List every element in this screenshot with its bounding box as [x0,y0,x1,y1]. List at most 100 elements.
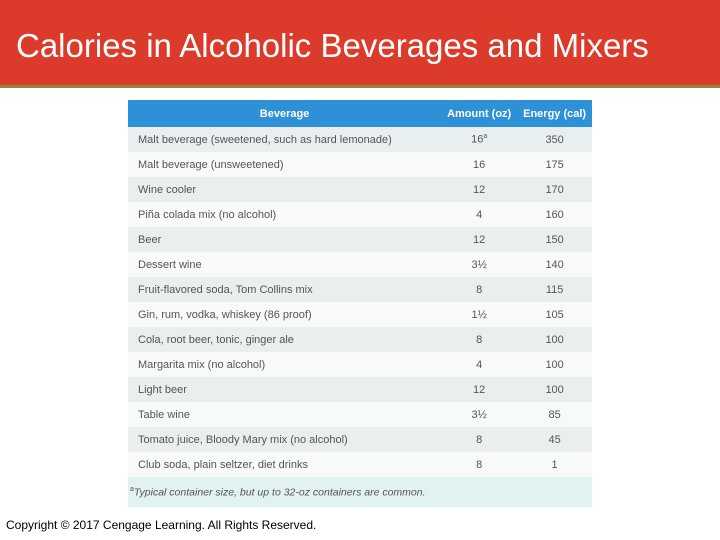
table-row: Tomato juice, Bloody Mary mix (no alcoho… [128,427,592,452]
table-row: Gin, rum, vodka, whiskey (86 proof) 1½ 105 [128,302,592,327]
cell-text: 115 [545,283,564,296]
cell-text: 8 [476,458,483,471]
cell-text: 12 [473,233,486,246]
cell-number: 4 [441,352,518,377]
cell-text: Light beer [138,383,187,396]
footnote-marker: a [130,485,134,493]
cell-text: Tomato juice, Bloody Mary mix (no alcoho… [138,433,348,446]
table-row: Cola, root beer, tonic, ginger ale 8 100 [128,327,592,352]
cell-text: Fruit-flavored soda, Tom Collins mix [138,283,313,296]
cell-number: 16 [441,152,518,177]
footnote: aTypical container size, but up to 32-oz… [128,477,592,507]
cell-text: 1½ [471,308,487,321]
cell-beverage: Malt beverage (unsweetened) [128,152,442,177]
cell-text: Margarita mix (no alcohol) [138,358,266,371]
cell-text: 4 [476,208,483,221]
slide-title: Calories in Alcoholic Beverages and Mixe… [16,27,649,64]
cell-number: 3½ [441,402,518,427]
cell-text: 100 [545,358,564,371]
cell-number: 1½ [441,302,518,327]
cell-number: 160 [517,202,592,227]
cell-beverage: Beer [128,227,442,252]
cell-beverage: Club soda, plain seltzer, diet drinks [128,452,442,477]
footnote-text: Typical container size, but up to 32-oz … [133,486,426,499]
cell-text: 105 [545,308,564,321]
cell-beverage: Gin, rum, vodka, whiskey (86 proof) [128,302,442,327]
cell-text: 8 [476,333,483,346]
footnote-marker: a [483,133,488,141]
column-header: Energy (cal) [517,100,592,127]
footnote-row: aTypical container size, but up to 32-oz… [128,477,592,507]
cell-beverage: Dessert wine [128,252,442,277]
cell-text: 12 [473,183,486,196]
cell-text: 1 [551,458,558,471]
table-row: Margarita mix (no alcohol) 4 100 [128,352,592,377]
cell-text: Gin, rum, vodka, whiskey (86 proof) [138,308,312,321]
cell-number: 100 [517,327,592,352]
cell-number: 170 [517,177,592,202]
column-header: Amount (oz) [441,100,518,127]
cell-beverage: Wine cooler [128,177,442,202]
column-header: Beverage [128,100,442,127]
cell-number: 12 [441,377,518,402]
cell-number: 45 [517,427,592,452]
table-row: Malt beverage (sweetened, such as hard l… [128,127,592,152]
cell-text: 4 [476,358,483,371]
cell-number: 16a [441,127,518,152]
cell-number: 12 [441,227,518,252]
cell-text: 3½ [471,408,487,421]
cell-beverage: Cola, root beer, tonic, ginger ale [128,327,442,352]
cell-number: 150 [517,227,592,252]
cell-text: 170 [545,183,564,196]
cell-number: 115 [517,277,592,302]
cell-text: Beer [138,233,162,246]
cell-text: Piña colada mix (no alcohol) [138,208,277,221]
cell-number: 8 [441,327,518,352]
cell-number: 8 [441,452,518,477]
cell-text: 150 [545,233,564,246]
table-row: Dessert wine 3½ 140 [128,252,592,277]
cell-beverage: Malt beverage (sweetened, such as hard l… [128,127,442,152]
cell-text: 8 [476,283,483,296]
cell-beverage: Table wine [128,402,442,427]
cell-beverage: Light beer [128,377,442,402]
copyright: Copyright © 2017 Cengage Learning. All R… [6,518,317,532]
cell-number: 8 [441,427,518,452]
cell-text: Malt beverage (unsweetened) [138,158,284,171]
cell-number: 8 [441,277,518,302]
cell-text: 45 [548,433,561,446]
cell-number: 140 [517,252,592,277]
cell-text: 16 [471,133,484,146]
cell-text: Club soda, plain seltzer, diet drinks [138,458,308,471]
calorie-table: Beverage Amount (oz) Energy (cal) Malt bev… [128,100,592,507]
table-row: Table wine 3½ 85 [128,402,592,427]
cell-text: 12 [473,383,486,396]
table-row: Club soda, plain seltzer, diet drinks 8 1 [128,452,592,477]
cell-text: 350 [545,133,564,146]
cell-text: Malt beverage (sweetened, such as hard l… [138,133,392,146]
cell-text: 3½ [471,258,487,271]
cell-number: 85 [517,402,592,427]
table-row: Light beer 12 100 [128,377,592,402]
cell-text: 175 [545,158,564,171]
cell-number: 100 [517,352,592,377]
cell-text: Wine cooler [138,183,197,196]
header-bar: Calories in Alcoholic Beverages and Mixe… [0,0,720,88]
table-row: Beer 12 150 [128,227,592,252]
cell-number: 175 [517,152,592,177]
cell-text: Dessert wine [138,258,202,271]
header-row: Beverage Amount (oz) Energy (cal) [128,100,592,127]
cell-beverage: Margarita mix (no alcohol) [128,352,442,377]
cell-number: 100 [517,377,592,402]
cell-number: 3½ [441,252,518,277]
table-row: Wine cooler 12 170 [128,177,592,202]
table-row: Piña colada mix (no alcohol) 4 160 [128,202,592,227]
cell-beverage: Piña colada mix (no alcohol) [128,202,442,227]
table-row: Malt beverage (unsweetened) 16 175 [128,152,592,177]
cell-number: 4 [441,202,518,227]
cell-text: 160 [545,208,564,221]
cell-beverage: Tomato juice, Bloody Mary mix (no alcoho… [128,427,442,452]
cell-text: 85 [548,408,561,421]
cell-number: 1 [517,452,592,477]
